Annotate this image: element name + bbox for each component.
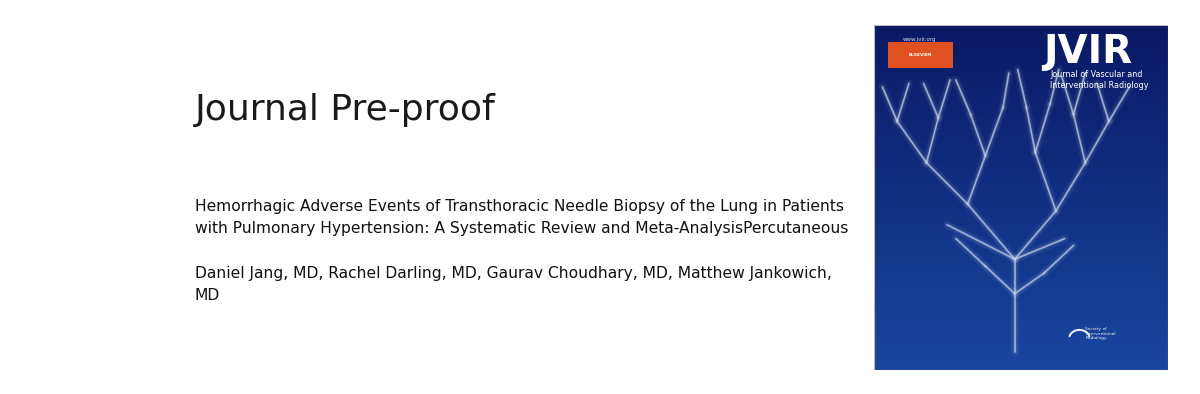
Text: Journal of Vascular and
Interventional Radiology: Journal of Vascular and Interventional R… xyxy=(1050,70,1148,91)
Text: Society of
Interventional
Radiology: Society of Interventional Radiology xyxy=(1085,327,1116,340)
Text: Daniel Jang, MD, Rachel Darling, MD, Gaurav Choudhary, MD, Matthew Jankowich,
MD: Daniel Jang, MD, Rachel Darling, MD, Gau… xyxy=(194,266,832,303)
Text: ELSEVIER: ELSEVIER xyxy=(908,53,932,57)
Text: Hemorrhagic Adverse Events of Transthoracic Needle Biopsy of the Lung in Patient: Hemorrhagic Adverse Events of Transthora… xyxy=(194,199,848,236)
Text: JVIR: JVIR xyxy=(1043,33,1133,71)
Bar xyxy=(888,42,953,68)
Text: www.jvir.org: www.jvir.org xyxy=(904,37,936,42)
Text: Journal Pre-proof: Journal Pre-proof xyxy=(194,93,496,127)
